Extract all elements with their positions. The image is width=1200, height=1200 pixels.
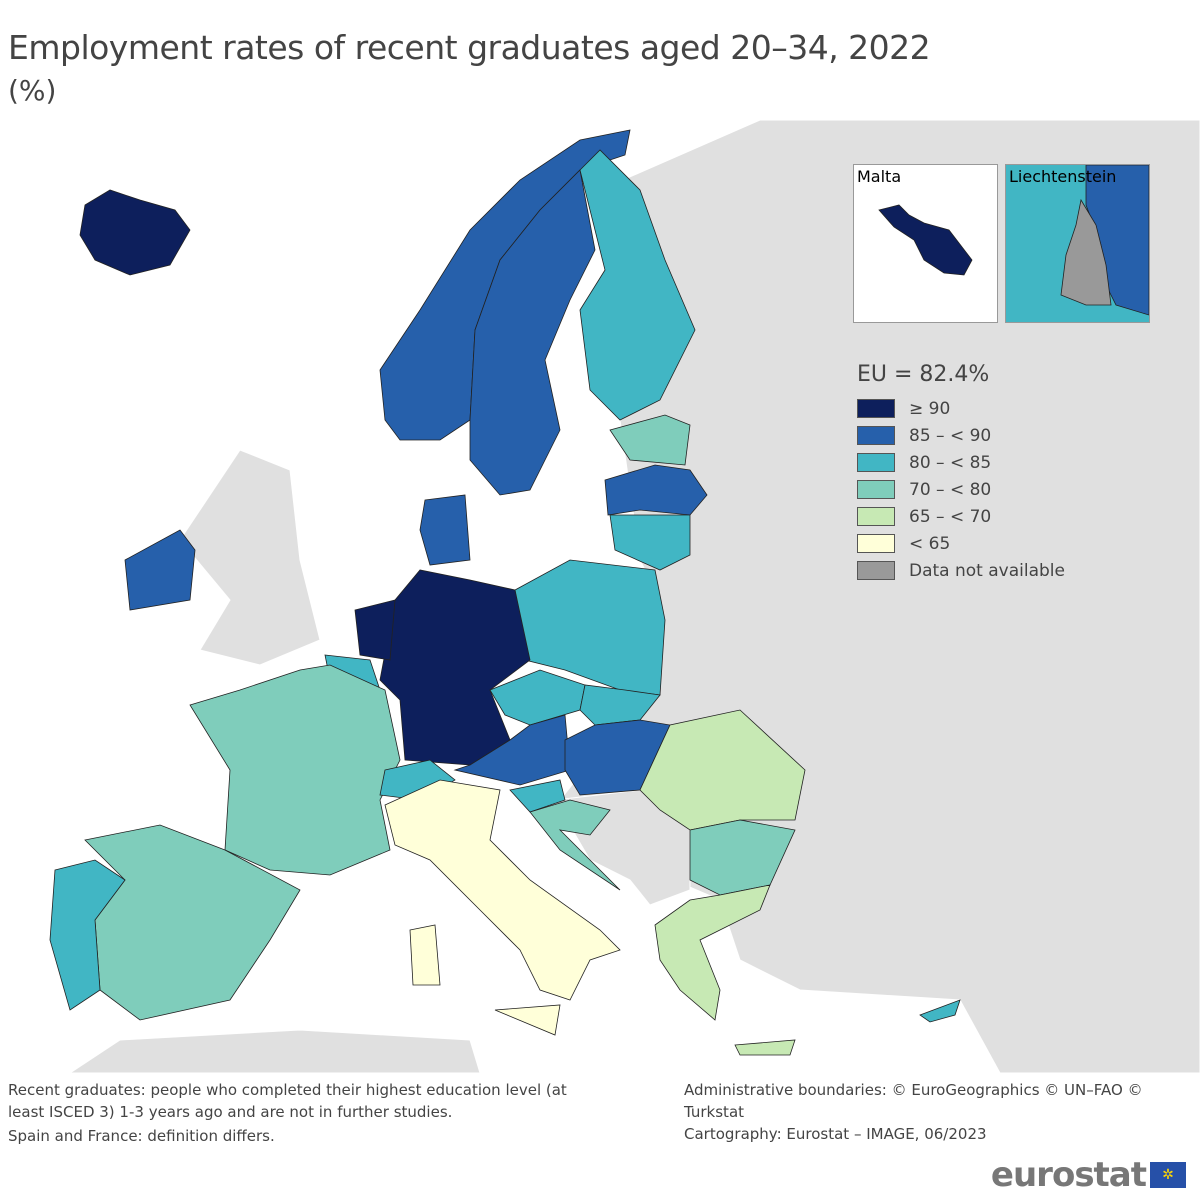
legend-swatch <box>857 426 895 445</box>
legend-item: 65 – < 70 <box>857 503 1065 530</box>
land-africa <box>69 1029 481 1073</box>
country-italy <box>384 779 621 1036</box>
country-sweden <box>469 169 596 496</box>
credits-line: Cartography: Eurostat – IMAGE, 06/2023 <box>684 1125 987 1143</box>
legend-label: 80 – < 85 <box>909 452 992 473</box>
country-latvia <box>604 464 708 516</box>
legend-label: 65 – < 70 <box>909 506 992 527</box>
legend: EU = 82.4% ≥ 90 85 – < 90 80 – < 85 70 – < … <box>857 362 1065 584</box>
legend-swatch <box>857 534 895 553</box>
legend-swatch <box>857 399 895 418</box>
country-cyprus <box>919 999 961 1023</box>
footnote-line: Recent graduates: people who completed t… <box>8 1081 567 1099</box>
eu-average: EU = 82.4% <box>857 362 990 387</box>
footnote-line: least ISCED 3) 1-3 years ago and are not… <box>8 1103 453 1121</box>
inset-malta-label: Malta <box>857 167 902 186</box>
legend-item: 85 – < 90 <box>857 422 1065 449</box>
land-uk <box>179 449 321 666</box>
country-austria <box>453 714 571 786</box>
country-france <box>189 664 401 876</box>
country-romania <box>639 709 806 831</box>
legend-item: Data not available <box>857 557 1065 584</box>
eu-flag-icon: ✲ <box>1150 1162 1186 1188</box>
legend-label: ≥ 90 <box>909 398 951 419</box>
legend-item: 70 – < 80 <box>857 476 1065 503</box>
country-denmark <box>419 494 471 566</box>
country-estonia <box>609 414 691 466</box>
legend-swatch <box>857 480 895 499</box>
legend-swatch <box>857 561 895 580</box>
legend-item: ≥ 90 <box>857 395 1065 422</box>
map-unit: (%) <box>8 74 57 107</box>
country-netherlands <box>354 599 396 661</box>
legend-label: 70 – < 80 <box>909 479 992 500</box>
inset-liechtenstein: Liechtenstein <box>1005 164 1150 323</box>
legend-swatch <box>857 507 895 526</box>
country-ireland <box>124 529 196 611</box>
legend-label: 85 – < 90 <box>909 425 992 446</box>
country-lithuania <box>609 514 691 571</box>
inset-malta: Malta <box>853 164 998 323</box>
country-slovenia <box>509 779 566 813</box>
liechtenstein-shape <box>1060 165 1149 316</box>
footnote-right: Administrative boundaries: © EuroGeograp… <box>684 1079 1200 1145</box>
choropleth-map <box>49 119 1200 1073</box>
country-germany <box>379 569 531 766</box>
legend-swatch <box>857 453 895 472</box>
footnote-left: Recent graduates: people who completed t… <box>8 1079 567 1147</box>
inset-liechtenstein-label: Liechtenstein <box>1009 167 1117 186</box>
footnote-line: Spain and France: definition differs. <box>8 1127 275 1145</box>
legend-label: Data not available <box>909 560 1065 581</box>
map-title: Employment rates of recent graduates age… <box>8 28 931 67</box>
country-portugal <box>49 859 126 1011</box>
legend-label: < 65 <box>909 533 951 554</box>
credits-line: Administrative boundaries: © EuroGeograp… <box>684 1081 1143 1121</box>
legend-item: < 65 <box>857 530 1065 557</box>
logo-text: eurostat <box>990 1155 1147 1195</box>
malta-shape <box>878 204 973 276</box>
legend-item: 80 – < 85 <box>857 449 1065 476</box>
country-greece <box>654 884 796 1056</box>
country-iceland <box>79 189 191 276</box>
country-croatia <box>529 799 621 891</box>
eurostat-logo: eurostat ✲ <box>991 1155 1186 1195</box>
country-finland <box>579 149 696 421</box>
